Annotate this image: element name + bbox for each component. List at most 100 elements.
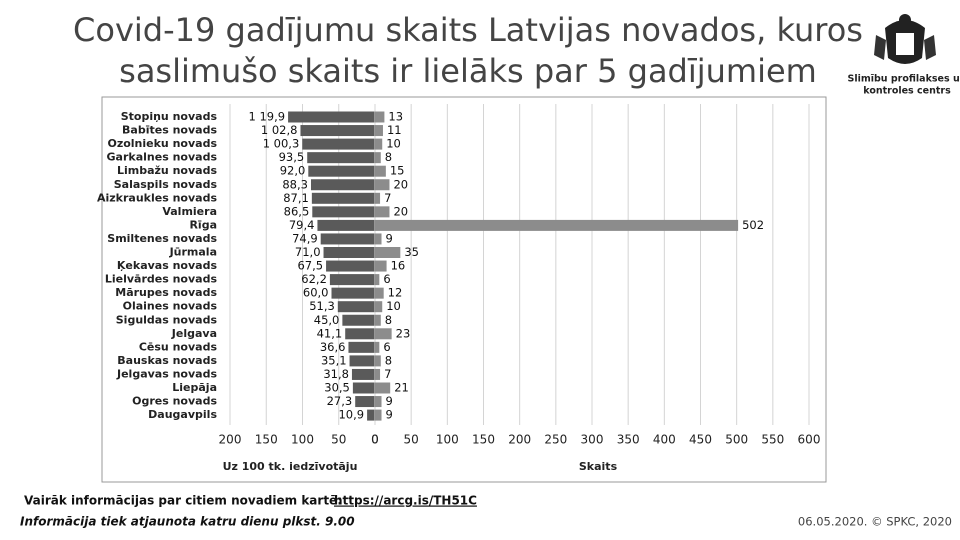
update-note: Informācija tiek atjaunota katru dienu p…: [20, 515, 355, 529]
bar: [352, 382, 375, 394]
x-tick-label: 100: [291, 433, 314, 447]
bar: [375, 165, 386, 177]
bar: [375, 179, 390, 191]
category-label: Limbažu novads: [117, 164, 217, 177]
category-label: Stopiņu novads: [121, 110, 218, 123]
credit: 06.05.2020. © SPKC, 2020: [798, 515, 952, 529]
category-label: Liepāja: [172, 381, 217, 394]
bar: [375, 409, 382, 421]
data-label: 36,6: [320, 340, 346, 354]
bar: [375, 125, 383, 137]
category-label: Jelgava: [171, 327, 217, 340]
data-label: 1 19,9: [248, 110, 285, 124]
x-tick-label: 550: [761, 433, 784, 447]
x-tick-label: 0: [371, 433, 379, 447]
data-label: 15: [390, 164, 405, 178]
x-tick-label: 250: [544, 433, 567, 447]
x-tick-label: 400: [653, 433, 676, 447]
bar: [302, 138, 375, 150]
data-label: 10: [386, 299, 401, 313]
category-label: Lielvārdes novads: [105, 273, 218, 286]
data-label: 9: [386, 231, 393, 245]
bar: [311, 192, 375, 204]
data-label: 67,5: [297, 259, 323, 273]
bar: [375, 111, 385, 123]
logo: [874, 14, 936, 64]
category-label: Bauskas novads: [117, 354, 217, 367]
bar: [375, 192, 381, 204]
data-label: 502: [742, 218, 764, 232]
bar: [375, 328, 392, 340]
org-name: kontroles centrs: [863, 86, 951, 97]
data-label: 1 00,3: [263, 137, 300, 151]
bar: [349, 355, 375, 367]
data-label: 45,0: [314, 313, 340, 327]
data-label: 7: [384, 191, 391, 205]
x-tick-label: 100: [436, 433, 459, 447]
bar: [375, 206, 390, 218]
bar: [375, 382, 391, 394]
data-label: 9: [386, 394, 393, 408]
data-label: 10: [386, 137, 401, 151]
data-label: 60,0: [303, 286, 329, 300]
data-label: 8: [385, 353, 392, 367]
bar: [375, 287, 384, 299]
data-label: 16: [391, 259, 406, 273]
x-tick-label: 450: [689, 433, 712, 447]
map-link[interactable]: https://arcg.is/TH51C: [334, 494, 477, 508]
bar: [367, 409, 375, 421]
bar: [329, 274, 375, 286]
data-label: 8: [385, 313, 392, 327]
axis-title: Skaits: [579, 460, 618, 473]
data-label: 88,3: [282, 177, 308, 191]
bar: [300, 125, 375, 137]
x-tick-label: 50: [331, 433, 346, 447]
data-label: 71,0: [295, 245, 321, 259]
bar: [375, 260, 387, 272]
category-label: Aizkraukles novads: [97, 191, 217, 204]
category-label: Ķekavas novads: [117, 259, 218, 272]
data-label: 87,1: [283, 191, 309, 205]
bar: [375, 138, 383, 150]
data-label: 93,5: [279, 150, 305, 164]
data-label: 20: [393, 177, 408, 191]
category-label: Daugavpils: [148, 408, 217, 421]
data-label: 10,9: [338, 408, 364, 422]
bar: [342, 314, 375, 326]
data-label: 74,9: [292, 231, 318, 245]
x-tick-label: 350: [617, 433, 640, 447]
data-label: 62,2: [301, 272, 327, 286]
data-label: 11: [387, 123, 402, 137]
bar: [308, 165, 375, 177]
bar: [375, 152, 381, 164]
bar: [317, 219, 375, 231]
bar: [375, 341, 380, 353]
data-label: 92,0: [280, 164, 306, 178]
bar: [348, 341, 375, 353]
bar: [375, 368, 381, 380]
plot-frame: [101, 96, 827, 483]
bar: [375, 301, 383, 313]
data-label: 8: [385, 150, 392, 164]
data-label: 1 02,8: [261, 123, 298, 137]
x-tick-label: 150: [472, 433, 495, 447]
data-label: 6: [383, 272, 390, 286]
axis-title: Uz 100 tk. iedzīvotāju: [223, 460, 358, 473]
data-label: 86,5: [284, 204, 310, 218]
x-tick-label: 50: [404, 433, 419, 447]
x-tick-label: 500: [725, 433, 748, 447]
category-label: Ogres novads: [132, 395, 217, 408]
category-label: Olaines novads: [123, 300, 218, 313]
x-tick-label: 200: [219, 433, 242, 447]
category-label: Mārupes novads: [115, 286, 217, 299]
data-label: 23: [396, 326, 411, 340]
bar: [312, 206, 375, 218]
bar: [375, 274, 380, 286]
data-label: 51,3: [309, 299, 335, 313]
bar: [375, 314, 381, 326]
data-label: 12: [388, 286, 403, 300]
data-label: 7: [384, 367, 391, 381]
x-tick-label: 0: [371, 433, 379, 447]
x-tick-label: 600: [798, 433, 821, 447]
